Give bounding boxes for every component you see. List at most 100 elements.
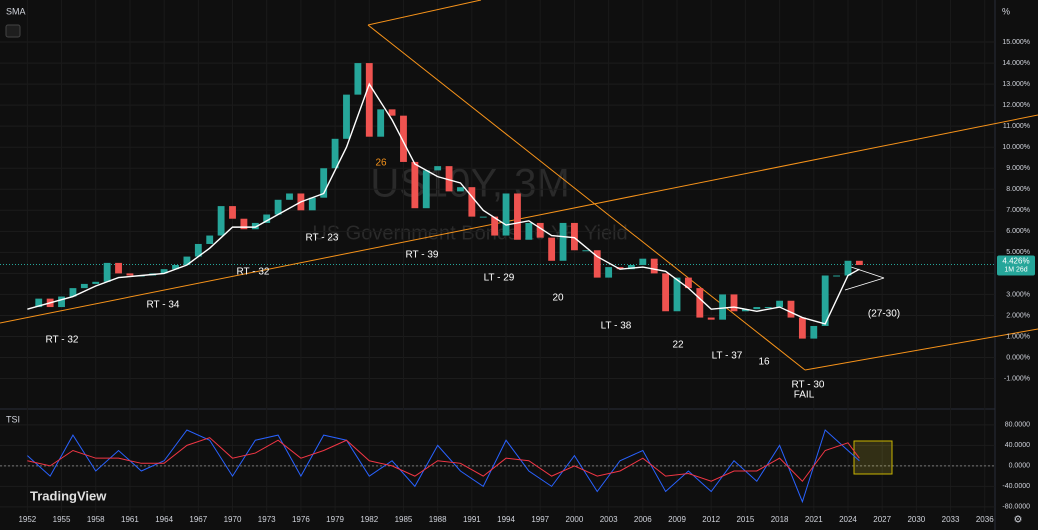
- x-tick-label: 1997: [531, 515, 549, 524]
- x-tick-label: 2000: [566, 515, 584, 524]
- candle: [776, 300, 784, 308]
- candle: [400, 115, 407, 162]
- candle: [377, 109, 385, 137]
- x-tick-label: 2030: [907, 515, 925, 524]
- candle: [80, 283, 88, 289]
- y-tick-label: 9.000%: [1006, 165, 1030, 172]
- candle: [559, 222, 567, 261]
- annotation: (27-30): [868, 309, 900, 320]
- annotation: RT - 34: [147, 300, 180, 311]
- y-tick-label: 14.000%: [1002, 60, 1030, 67]
- series-line: [27, 429, 860, 504]
- wedge: [844, 264, 885, 291]
- trend-line: [804, 328, 1038, 371]
- y-tick-label: 80.0000: [1005, 422, 1030, 429]
- x-tick-label: 2024: [839, 515, 857, 524]
- candle: [194, 243, 202, 257]
- annotation: RT - 39: [406, 250, 439, 261]
- annotation: RT - 30: [792, 380, 825, 391]
- candle: [320, 168, 328, 198]
- candle: [240, 218, 248, 230]
- candle: [833, 275, 840, 277]
- candle: [650, 258, 658, 274]
- x-tick-label: 1979: [326, 515, 344, 524]
- candle: [343, 94, 350, 139]
- candle: [639, 258, 647, 265]
- y-tick-label: 15.000%: [1002, 39, 1030, 46]
- candle: [365, 63, 373, 137]
- settings-icon[interactable]: ⚙: [1014, 515, 1023, 526]
- x-tick-label: 1982: [360, 515, 378, 524]
- y-tick-label: -80.0000: [1002, 504, 1030, 511]
- annotation: 22: [672, 340, 684, 351]
- candle: [844, 260, 852, 276]
- candle: [707, 317, 715, 320]
- x-tick-label: 2009: [668, 515, 686, 524]
- candle: [217, 206, 225, 236]
- candle: [183, 256, 191, 265]
- legend-tsi: TSI: [6, 414, 20, 424]
- candle: [582, 250, 590, 252]
- candle: [628, 264, 635, 270]
- wedge-line: [844, 264, 885, 279]
- watermark-description: US Government Bonds 10 YR Yield: [312, 222, 627, 244]
- y-tick-label: 40.0000: [1005, 442, 1030, 449]
- candle: [308, 197, 316, 211]
- annotation: 20: [552, 293, 564, 304]
- y-tick-label: -40.0000: [1002, 483, 1030, 490]
- trend-line: [367, 24, 806, 371]
- candle: [502, 193, 510, 236]
- annotation: 26: [375, 158, 387, 169]
- collapse-button[interactable]: [5, 24, 21, 38]
- candle: [798, 317, 806, 339]
- x-tick-label: 2018: [771, 515, 789, 524]
- x-tick-label: 2033: [942, 515, 960, 524]
- x-tick-label: 2015: [736, 515, 754, 524]
- y-tick-label: 2.000%: [1006, 312, 1030, 319]
- candle: [388, 109, 396, 116]
- candle: [229, 206, 236, 219]
- y-tick-label: 0.000%: [1006, 354, 1030, 361]
- candle: [536, 222, 544, 238]
- annotation: RT - 32: [46, 335, 79, 346]
- candle: [855, 260, 863, 265]
- candle: [445, 166, 453, 192]
- highlight-box: [853, 440, 893, 475]
- candle: [160, 269, 168, 274]
- countdown-label: 1M 26d: [1004, 266, 1027, 273]
- candle: [605, 267, 613, 278]
- x-tick-label: 1988: [429, 515, 447, 524]
- legend-sma: SMA: [6, 6, 26, 16]
- x-tick-label: 1961: [121, 515, 139, 524]
- candle: [69, 288, 77, 297]
- y-tick-label: 12.000%: [1002, 102, 1030, 109]
- x-tick-label: 1976: [292, 515, 310, 524]
- candle: [479, 216, 487, 218]
- series-line: [27, 82, 860, 325]
- x-tick-label: 1964: [155, 515, 173, 524]
- candle: [457, 187, 464, 192]
- candle: [58, 296, 65, 308]
- candle: [422, 170, 430, 209]
- candle: [263, 214, 271, 223]
- x-tick-label: 1973: [258, 515, 276, 524]
- candle: [753, 307, 761, 310]
- candle: [331, 138, 339, 169]
- candle: [411, 161, 419, 209]
- candle: [662, 273, 670, 312]
- y-tick-label: 1.000%: [1006, 333, 1030, 340]
- candle: [251, 222, 259, 230]
- candle: [730, 294, 738, 312]
- x-tick-label: 2021: [805, 515, 823, 524]
- x-tick-label: 1991: [463, 515, 481, 524]
- candle: [103, 262, 111, 282]
- last-price-tag: [997, 255, 1035, 276]
- y-tick-label: 11.000%: [1003, 123, 1030, 130]
- candle: [35, 298, 43, 308]
- x-tick-label: 1958: [87, 515, 105, 524]
- candle: [696, 288, 704, 318]
- x-tick-label: 2036: [976, 515, 994, 524]
- annotation: FAIL: [794, 390, 815, 401]
- candle: [434, 166, 442, 171]
